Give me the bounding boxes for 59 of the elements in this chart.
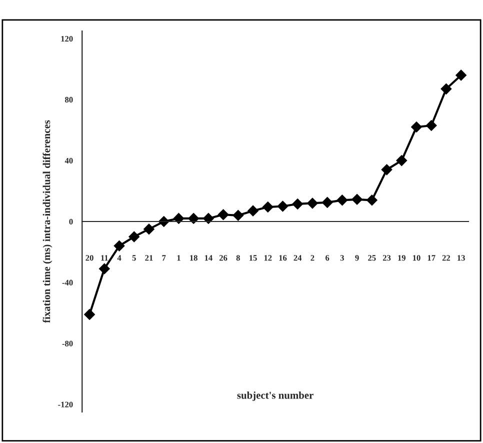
point — [188, 213, 200, 224]
x-tick-label: 10 — [412, 255, 420, 261]
point — [440, 83, 452, 94]
x-tick-label: 7 — [162, 255, 166, 261]
point — [352, 194, 362, 205]
x-tick-label: 1 — [177, 255, 180, 261]
x-tick-label: 15 — [250, 255, 257, 261]
x-tick-label: 20 — [86, 255, 94, 261]
y-tick-label: 80 — [65, 96, 73, 103]
y-tick-label: -120 — [58, 402, 73, 408]
x-tick-label: 9 — [355, 255, 359, 261]
point — [114, 240, 125, 252]
point — [98, 263, 110, 274]
point — [381, 164, 392, 176]
x-tick-label: 11 — [101, 255, 108, 261]
x-axis-title: subject's number — [237, 391, 314, 401]
x-tick-label: 13 — [458, 255, 465, 261]
x-tick-label: 6 — [326, 255, 330, 261]
x-tick-label: 24 — [294, 255, 302, 261]
point — [218, 209, 229, 220]
x-tick-label: 8 — [236, 255, 240, 261]
x-tick-label: 3 — [340, 255, 344, 261]
point — [203, 213, 214, 224]
point — [456, 70, 467, 81]
x-tick-label: 18 — [190, 255, 198, 261]
point — [292, 198, 304, 210]
x-tick-label: 26 — [219, 255, 228, 261]
x-tick-label: 16 — [279, 255, 287, 261]
point — [411, 122, 422, 132]
x-tick-label: 22 — [442, 255, 450, 261]
x-tick-label: 5 — [132, 255, 136, 261]
point — [232, 210, 244, 221]
y-tick-label: 0 — [69, 218, 73, 224]
x-tick-label: 25 — [368, 255, 376, 261]
point — [307, 198, 318, 209]
x-tick-label: 14 — [204, 255, 212, 261]
x-tick-label: 2 — [310, 255, 314, 261]
y-axis-title: fixation time (ms) intra-individual differences — [42, 120, 52, 323]
point — [84, 309, 95, 320]
point — [336, 194, 348, 206]
x-tick-label: 19 — [398, 255, 406, 261]
x-tick-label: 4 — [117, 255, 122, 261]
point — [128, 231, 140, 242]
point — [426, 120, 437, 131]
x-tick-label: 17 — [428, 255, 436, 261]
y-tick-label: 120 — [61, 36, 73, 42]
point — [396, 155, 408, 166]
y-tick-label: -40 — [62, 280, 73, 286]
point — [262, 202, 274, 212]
y-tick-label: -80 — [62, 340, 73, 346]
point — [277, 200, 288, 212]
point — [248, 205, 258, 216]
point — [144, 224, 154, 235]
x-tick-label: 21 — [145, 255, 153, 261]
point — [366, 194, 378, 206]
y-tick-label: 40 — [64, 158, 73, 164]
point — [322, 197, 333, 208]
x-tick-label: 23 — [382, 255, 391, 261]
x-tick-label: 12 — [264, 255, 272, 261]
